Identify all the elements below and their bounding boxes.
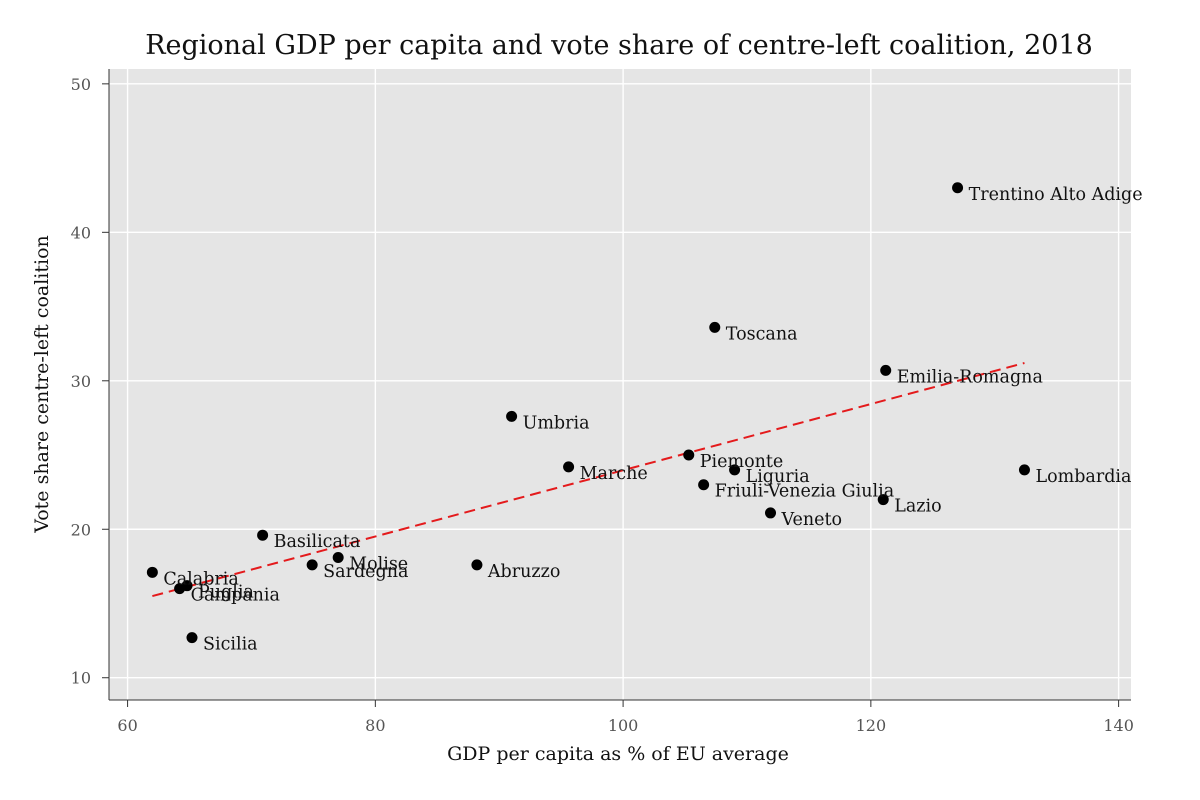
- point-labels: Trentino Alto Adige Toscana Emilia-Romagna…: [163, 185, 1142, 655]
- label-sicilia: Sicilia: [203, 635, 258, 655]
- label-puglia: Puglia: [198, 583, 254, 603]
- point-umbria: [506, 410, 518, 422]
- y-tick-labels: 10 20 30 40 50: [71, 75, 91, 688]
- fit-line: [152, 362, 1025, 598]
- x-tick-label: 60: [117, 716, 137, 735]
- point-sicilia: [186, 632, 198, 644]
- label-toscana: Toscana: [726, 324, 798, 344]
- y-axis-label: Vote share centre-left coalition: [31, 235, 53, 534]
- point-sardegna: [306, 559, 318, 571]
- point-emilia-romagna: [880, 364, 892, 376]
- point-abruzzo: [471, 559, 483, 571]
- y-tick-label: 40: [71, 223, 91, 242]
- label-calabria: Calabria: [163, 569, 238, 589]
- point-campania: [174, 583, 186, 595]
- data-points: [146, 182, 1030, 644]
- point-trentino-alto-adige: [952, 182, 964, 194]
- y-tick-label: 10: [71, 669, 91, 688]
- y-tick-label: 20: [71, 520, 91, 539]
- x-axis: [109, 699, 1131, 707]
- label-friuli-venezia-giulia: Friuli-Venezia Giulia: [715, 482, 895, 502]
- label-emilia-romagna: Emilia-Romagna: [897, 367, 1043, 387]
- y-gridlines: [109, 83, 1131, 679]
- point-veneto: [765, 507, 777, 519]
- point-liguria: [729, 464, 741, 476]
- label-liguria: Liguria: [746, 467, 810, 487]
- x-tick-label: 100: [608, 716, 639, 735]
- point-lazio: [877, 494, 889, 506]
- point-basilicata: [257, 529, 269, 541]
- x-tick-label: 120: [856, 716, 887, 735]
- y-axis: [102, 69, 110, 700]
- point-piemonte: [683, 449, 695, 461]
- point-molise: [332, 551, 344, 563]
- label-marche: Marche: [580, 464, 648, 484]
- x-gridlines: [126, 69, 1120, 700]
- label-abruzzo: Abruzzo: [487, 562, 560, 582]
- label-lazio: Lazio: [894, 497, 941, 517]
- x-axis-label: GDP per capita as % of EU average: [447, 743, 789, 765]
- point-toscana: [709, 321, 721, 333]
- x-tick-label: 140: [1103, 716, 1134, 735]
- label-umbria: Umbria: [523, 413, 590, 433]
- label-piemonte: Piemonte: [700, 452, 784, 472]
- plot-area: [109, 69, 1131, 700]
- label-molise: Molise: [349, 554, 408, 574]
- label-lombardia: Lombardia: [1035, 467, 1131, 487]
- y-tick-label: 50: [71, 75, 91, 94]
- fit-line-group: [152, 362, 1025, 598]
- label-sardegna: Sardegna: [323, 562, 408, 582]
- point-calabria: [146, 566, 158, 578]
- point-friuli-venezia-giulia: [698, 479, 710, 491]
- label-trentino-alto-adige: Trentino Alto Adige: [969, 185, 1143, 205]
- label-basilicata: Basilicata: [274, 532, 361, 552]
- point-marche: [563, 461, 575, 473]
- x-tick-label: 80: [365, 716, 385, 735]
- x-tick-labels: 60 80 100 120 140: [117, 716, 1133, 735]
- label-campania: Campania: [191, 586, 280, 606]
- y-tick-label: 30: [71, 372, 91, 391]
- point-lombardia: [1018, 464, 1030, 476]
- label-veneto: Veneto: [781, 510, 843, 530]
- chart-title: Regional GDP per capita and vote share o…: [145, 30, 1093, 61]
